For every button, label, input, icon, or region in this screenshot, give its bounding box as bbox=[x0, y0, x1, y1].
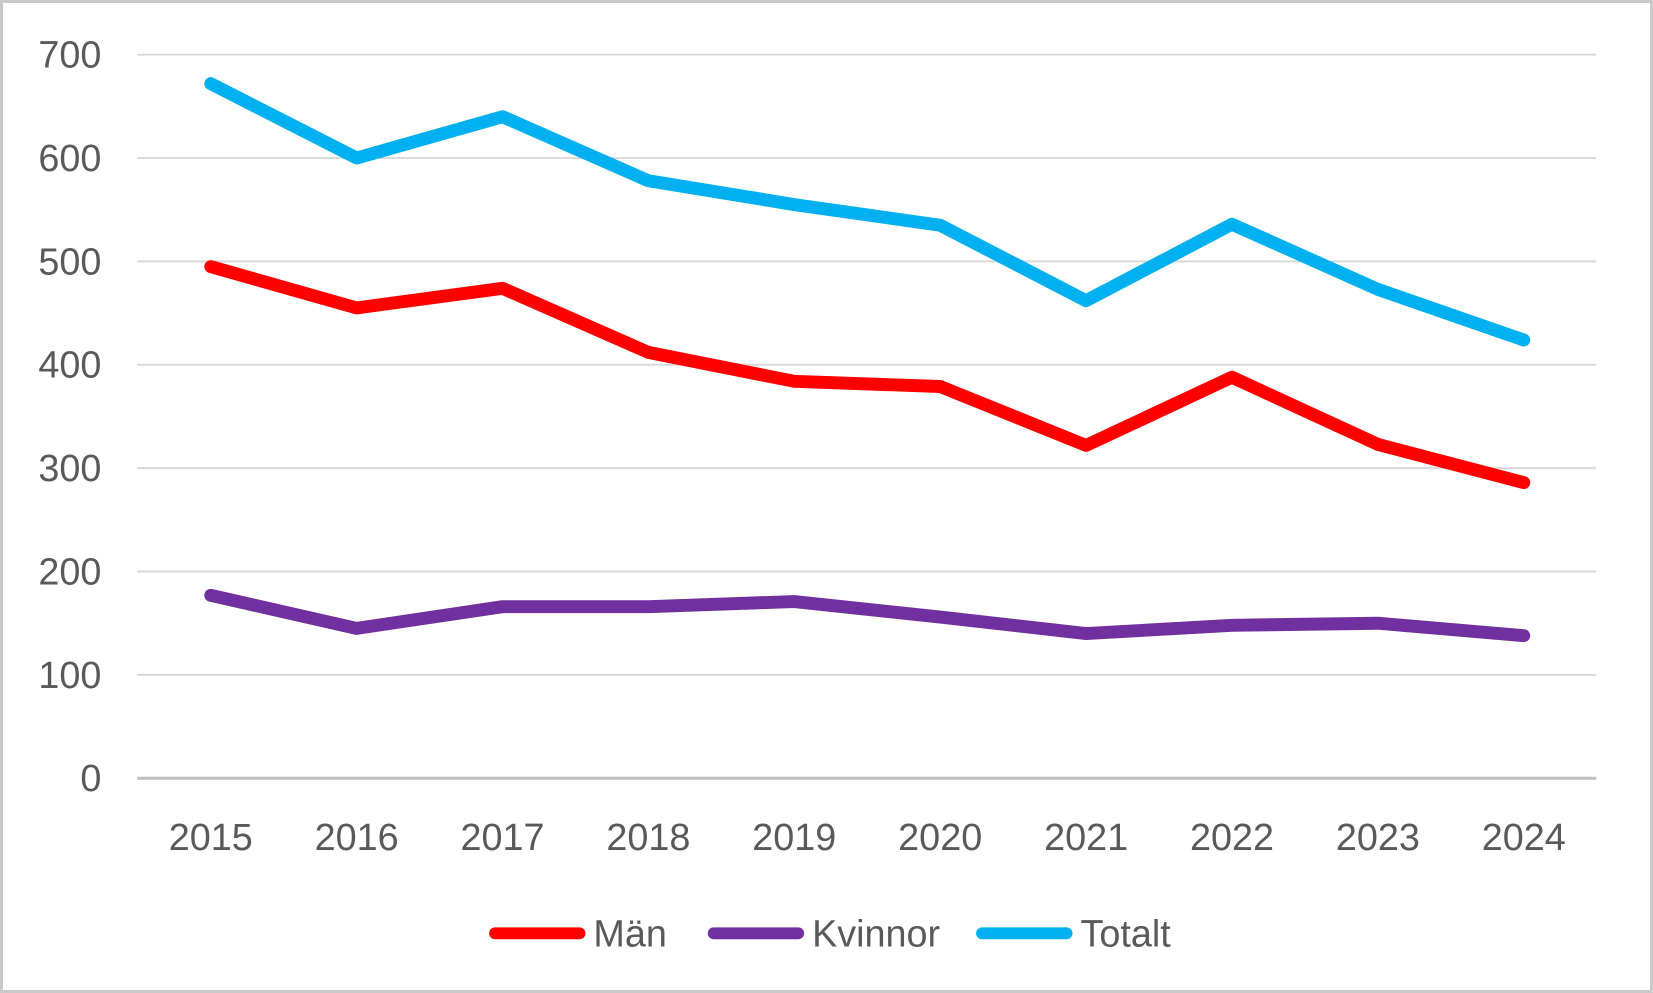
legend-label-män: Män bbox=[593, 913, 666, 955]
line-chart: 0 100 200 300 400 500 600 700 2015 2016 2017 2018 20… bbox=[38, 35, 1597, 955]
y-axis-tick-label: 300 bbox=[38, 448, 101, 490]
series-line-kvinnor bbox=[204, 588, 1531, 643]
x-axis-tick-label: 2024 bbox=[1482, 817, 1566, 859]
x-axis-tick-label: 2022 bbox=[1190, 817, 1274, 859]
legend-label-kvinnor: Kvinnor bbox=[812, 913, 940, 955]
x-axis-tick-label: 2015 bbox=[169, 817, 253, 859]
y-axis-tick-label: 500 bbox=[38, 241, 101, 283]
x-axis-tick-label: 2019 bbox=[752, 817, 836, 859]
y-axis-tick-label: 700 bbox=[38, 35, 101, 77]
y-axis-tick-label: 600 bbox=[38, 138, 101, 180]
series-line-totalt bbox=[204, 77, 1531, 347]
x-axis-tick-label: 2018 bbox=[606, 817, 690, 859]
y-axis-tick-label: 100 bbox=[38, 655, 101, 697]
legend-label-totalt: Totalt bbox=[1080, 913, 1171, 955]
x-axis-tick-label: 2016 bbox=[315, 817, 399, 859]
y-axis-tick-label: 0 bbox=[80, 758, 101, 800]
x-axis-tick-label: 2023 bbox=[1336, 817, 1420, 859]
x-axis-tick-label: 2021 bbox=[1044, 817, 1128, 859]
x-axis-tick-label: 2020 bbox=[898, 817, 982, 859]
y-axis-tick-label: 200 bbox=[38, 551, 101, 593]
series-line-män bbox=[204, 260, 1531, 490]
x-axis-tick-label: 2017 bbox=[461, 817, 545, 859]
y-axis-tick-label: 400 bbox=[38, 345, 101, 387]
